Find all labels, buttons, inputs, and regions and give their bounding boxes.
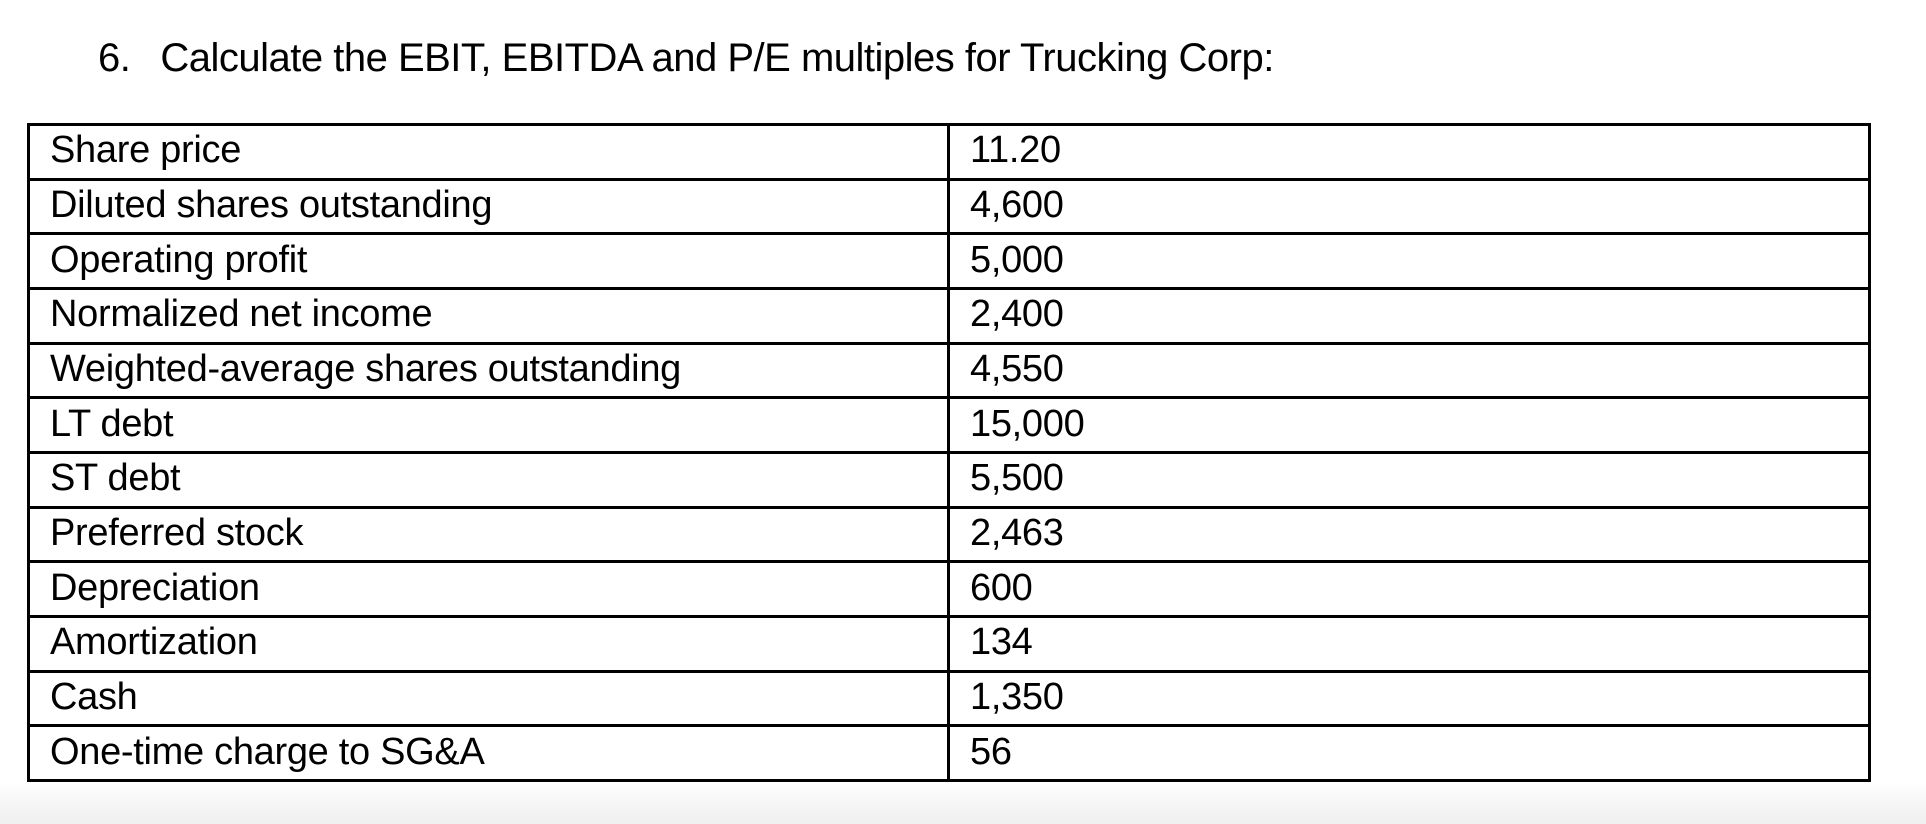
row-value: 11.20 (947, 123, 1871, 181)
row-label: Depreciation (27, 560, 950, 618)
row-label: Preferred stock (27, 505, 950, 564)
table-row: Share price 11.20 (27, 123, 1871, 181)
row-label: Operating profit (27, 232, 950, 290)
row-value: 15,000 (947, 396, 1871, 454)
table-row: Cash 1,350 (27, 669, 1871, 728)
row-label: Amortization (27, 614, 950, 673)
row-value: 5,500 (947, 450, 1871, 509)
table-row: Operating profit 5,000 (27, 232, 1871, 290)
table-row: Diluted shares outstanding 4,600 (27, 177, 1871, 236)
table-row: Amortization 134 (27, 614, 1871, 673)
row-value: 5,000 (947, 232, 1871, 290)
row-label: Normalized net income (27, 286, 950, 345)
row-value: 56 (947, 724, 1871, 782)
question-text: Calculate the EBIT, EBITDA and P/E multi… (160, 36, 1274, 80)
row-label: Cash (27, 669, 950, 728)
table-row: Depreciation 600 (27, 560, 1871, 618)
row-value: 1,350 (947, 669, 1871, 728)
table-row: Weighted-average shares outstanding 4,55… (27, 341, 1871, 400)
row-label: Diluted shares outstanding (27, 177, 950, 236)
row-label: ST debt (27, 450, 950, 509)
row-value: 2,400 (947, 286, 1871, 345)
question-heading: 6. Calculate the EBIT, EBITDA and P/E mu… (98, 36, 1274, 80)
row-label: Weighted-average shares outstanding (27, 341, 950, 400)
row-value: 134 (947, 614, 1871, 673)
row-label: One-time charge to SG&A (27, 724, 950, 782)
page-edge-shadow (0, 782, 1926, 824)
table-row: ST debt 5,500 (27, 450, 1871, 509)
row-value: 4,550 (947, 341, 1871, 400)
financials-table: Share price 11.20 Diluted shares outstan… (27, 123, 1871, 782)
table-row: LT debt 15,000 (27, 396, 1871, 454)
table-row: Normalized net income 2,400 (27, 286, 1871, 345)
row-label: Share price (27, 123, 950, 181)
table-row: Preferred stock 2,463 (27, 505, 1871, 564)
row-value: 2,463 (947, 505, 1871, 564)
question-number: 6. (98, 36, 131, 80)
table-row: One-time charge to SG&A 56 (27, 724, 1871, 782)
row-value: 600 (947, 560, 1871, 618)
row-label: LT debt (27, 396, 950, 454)
row-value: 4,600 (947, 177, 1871, 236)
